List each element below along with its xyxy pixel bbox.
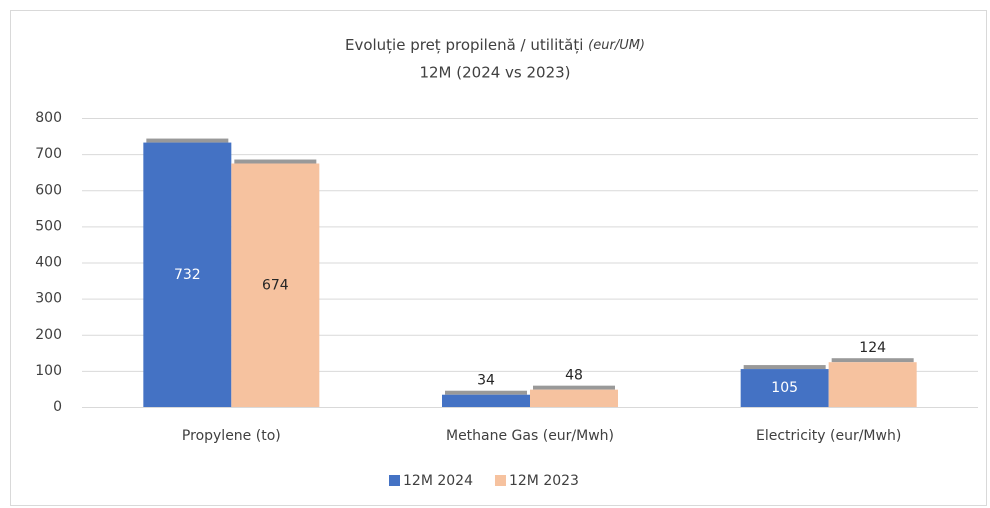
data-label: 34 [477,373,495,389]
legend-label: 12M 2024 [403,473,473,489]
chart-title: Evoluție preț propilenă / utilități (eur… [345,36,645,54]
y-tick-label: 800 [35,110,62,126]
title-main: Evoluție preț propilenă / utilități [345,36,583,54]
data-label: 732 [174,267,201,283]
y-tick-label: 500 [35,218,62,234]
legend-label: 12M 2023 [509,473,579,489]
data-label: 105 [771,380,798,396]
y-tick-label: 400 [35,255,62,271]
bar [530,389,618,407]
y-tick-label: 300 [35,291,62,307]
y-tick-label: 100 [35,363,62,379]
y-tick-label: 700 [35,146,62,162]
data-label: 48 [565,368,583,384]
data-label: 674 [262,277,289,293]
chart-subtitle: 12M (2024 vs 2023) [419,64,570,82]
x-tick-label: Electricity (eur/Mwh) [756,428,901,444]
x-tick-label: Methane Gas (eur/Mwh) [446,428,614,444]
bar [143,142,232,407]
bar-shadow [743,365,826,370]
y-tick-label: 0 [53,399,62,415]
legend-swatch [389,475,400,486]
bar [828,362,917,407]
bar-shadow [445,390,527,395]
data-label: 124 [859,340,886,356]
x-tick-label: Propylene (to) [182,428,281,444]
bar-shadow [831,358,914,363]
bar-shadow [234,159,317,164]
title-unit: (eur/UM) [588,38,645,53]
y-tick-label: 200 [35,327,62,343]
legend-swatch [494,475,506,486]
bar [442,394,530,407]
bar-shadow [146,138,229,143]
y-tick-label: 600 [35,182,62,198]
bar [740,369,829,407]
bar [231,163,320,407]
bar-shadow [533,385,615,390]
